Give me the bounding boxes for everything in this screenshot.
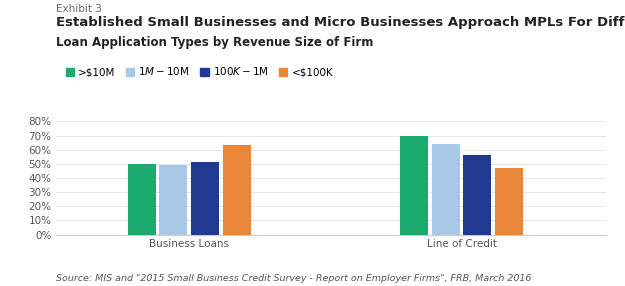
Bar — [432, 144, 459, 235]
Legend: >$10M, $1M-$10M, $100K-$1M, <$100K: >$10M, $1M-$10M, $100K-$1M, <$100K — [61, 61, 338, 81]
Bar — [159, 165, 188, 235]
Bar — [400, 136, 428, 235]
Text: Source: MIS and "2015 Small Business Credit Survey - Report on Employer Firms", : Source: MIS and "2015 Small Business Cre… — [56, 274, 532, 283]
Text: Established Small Businesses and Micro Businesses Approach MPLs For Different Re: Established Small Businesses and Micro B… — [56, 16, 625, 29]
Bar — [223, 146, 251, 235]
Bar — [127, 164, 156, 235]
Text: Loan Application Types by Revenue Size of Firm: Loan Application Types by Revenue Size o… — [56, 36, 374, 49]
Bar — [191, 162, 219, 235]
Text: Exhibit 3: Exhibit 3 — [56, 4, 102, 14]
Bar — [463, 155, 491, 235]
Bar — [495, 168, 523, 235]
